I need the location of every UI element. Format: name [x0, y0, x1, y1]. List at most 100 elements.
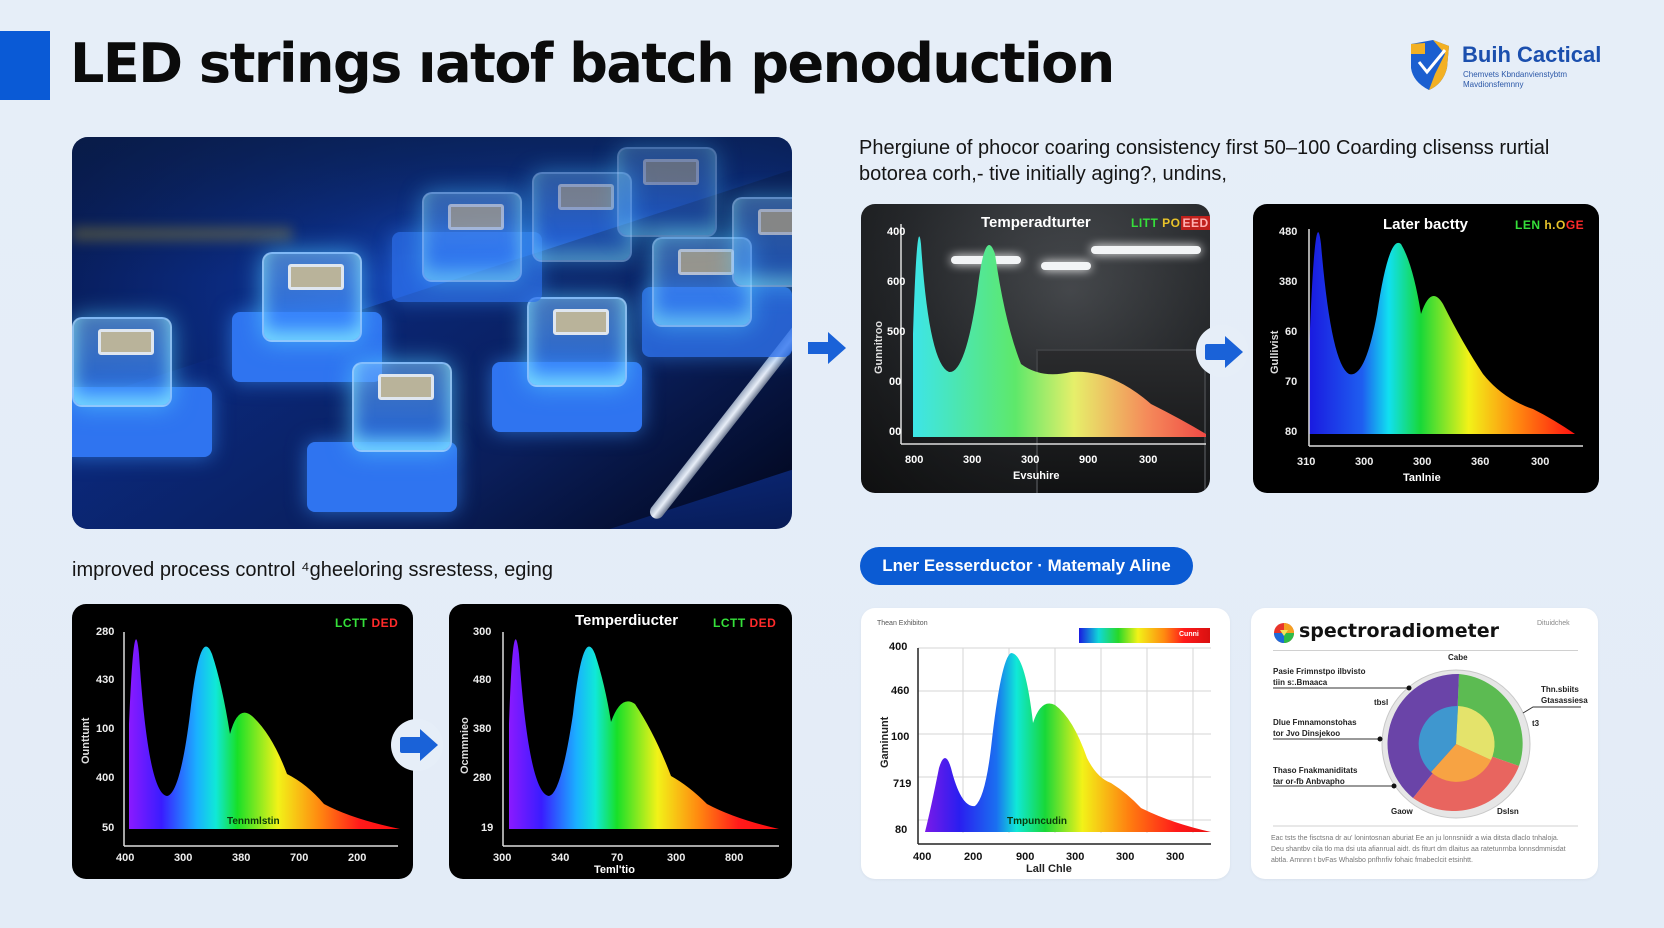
x-tick: 300 [493, 852, 512, 864]
y-tick: 500 [887, 326, 906, 338]
y-tick: 719 [893, 778, 912, 790]
ring-label-bottom-right: Dslsn [1497, 807, 1519, 816]
brand-logo: Buih Cactical Chemvets Kbndanvienstybtm … [1405, 36, 1605, 92]
y-tick: 600 [887, 276, 906, 288]
spectrum-chart-white: Thean Exhibiton Cunni 400 460 100 719 80… [861, 608, 1230, 879]
x-tick: 900 [1079, 454, 1098, 466]
x-tick: 300 [1166, 851, 1185, 863]
brand-name: Buih Cactical [1462, 42, 1602, 67]
y-tick: 280 [473, 772, 492, 784]
corner-label: Dituidchek [1537, 620, 1570, 627]
y-tick: 480 [1279, 226, 1298, 238]
y-tick: 380 [1279, 276, 1298, 288]
ring-marker-left: tbsl [1374, 698, 1389, 707]
spectrum-panel-2: Temperdiucter LCTT DED 300 480 380 280 1… [449, 604, 792, 879]
brand-tagline-line2: Mavdionsfemnny [1463, 80, 1524, 89]
led-indicator-tag: LITT PO EED [1131, 216, 1210, 230]
y-tick: 00 [889, 426, 902, 438]
spectrum-panel-1: LCTT DED 280 430 100 400 50 400 300 380 … [72, 604, 413, 879]
spectrum-panel-temperature: Temperadturter LITT PO EED 400 600 500 00… [861, 204, 1210, 493]
led-chip-photo [72, 137, 792, 529]
x-tick: 340 [551, 852, 570, 864]
y-tick: 60 [1285, 326, 1298, 338]
x-tick: 300 [667, 852, 686, 864]
y-tick: 70 [1285, 376, 1298, 388]
brand-tagline: Chemvets Kbndanvienstybtm Mavdionsfemnny [1463, 70, 1567, 90]
y-axis-label: Gaminunt [879, 716, 891, 768]
x-tick: 300 [1413, 456, 1432, 468]
panel-title: Temperadturter [981, 214, 1091, 231]
x-tick: 300 [1116, 851, 1135, 863]
x-tick: 700 [290, 852, 309, 864]
arrow-right-icon [808, 332, 846, 364]
y-tick: 80 [1285, 426, 1298, 438]
arrow-right-icon [400, 729, 438, 761]
x-tick: 380 [232, 852, 251, 864]
x-tick: 300 [963, 454, 982, 466]
caption-process-control: improved process control ⁴gheeloring ssr… [72, 559, 554, 581]
led-indicator-tag: LEN h.OGE [1515, 218, 1585, 232]
x-tick: 300 [1139, 454, 1158, 466]
x-tick: 900 [1016, 851, 1035, 863]
arrow-right-icon [1205, 336, 1243, 368]
y-tick: 100 [96, 723, 115, 735]
card-title: spectroradiometer [1299, 620, 1499, 642]
x-tick: 300 [174, 852, 193, 864]
x-tick: 400 [116, 852, 135, 864]
process-label-pill: Lner Eesserductor · Matemaly Aline [860, 547, 1193, 585]
inner-label: Tmpuncudin [1007, 816, 1067, 827]
spectroradiometer-card: spectroradiometer Dituidchek Pasie Frimn… [1251, 608, 1598, 879]
x-tick: 200 [348, 852, 367, 864]
y-tick: 00 [889, 376, 902, 388]
y-tick: 300 [473, 626, 492, 638]
callout-2: Dlue Fmnamonstohas tor Jvo Dinsjekoo [1273, 718, 1357, 738]
chart-corner-label: Thean Exhibiton [877, 620, 928, 627]
ring-marker-right: t3 [1532, 719, 1540, 728]
x-tick: 800 [725, 852, 744, 864]
x-axis-label: Tanlnie [1403, 472, 1441, 484]
x-tick: 300 [1066, 851, 1085, 863]
caption-phosphor-consistency: Phergiune of phocor coaring consistency … [859, 137, 1550, 185]
title-accent-bar [0, 31, 50, 100]
y-tick: 100 [891, 731, 910, 743]
y-tick: 380 [473, 723, 492, 735]
x-tick: 310 [1297, 456, 1316, 468]
x-tick: 300 [1021, 454, 1040, 466]
x-tick: 800 [905, 454, 924, 466]
spectrum-panel-later-batch: Later bactty LEN h.OGE 480 380 60 70 80 … [1253, 204, 1599, 493]
y-axis-label: Ocmmnieo [459, 717, 471, 774]
ring-label-top: Cabe [1448, 653, 1468, 662]
y-tick: 50 [102, 822, 115, 834]
ring-label-bottom-left: Gaow [1391, 807, 1413, 816]
panel-title: Temperdiucter [575, 612, 679, 629]
color-wheel-icon [1274, 623, 1294, 643]
y-axis-label: Gullivist [1269, 330, 1281, 374]
y-tick: 430 [96, 674, 115, 686]
y-tick: 400 [889, 641, 908, 653]
x-tick: 200 [964, 851, 983, 863]
y-axis-label: Ounttunt [80, 717, 92, 764]
card-footer-text: Eac tsts the fisctsna dr au' lonintosnan… [1271, 835, 1566, 864]
x-tick: 70 [611, 852, 624, 864]
y-axis-label: Gunnitroo [873, 320, 885, 374]
shield-check-icon [1411, 40, 1449, 90]
panel-title: Later bactty [1383, 216, 1469, 233]
inner-label: Tennmlstin [227, 816, 280, 827]
y-tick: 460 [891, 685, 910, 697]
x-tick: 300 [1531, 456, 1550, 468]
led-indicator-tag: LCTT DED [335, 616, 399, 630]
x-axis-label: Evsuhire [1013, 470, 1060, 482]
callout-1: Pasie Frimnstpo ilbvisto tiin s:.Bmaaca [1273, 667, 1366, 687]
callout-4: Thn.sbiits Gtasassiesa [1541, 685, 1588, 705]
colorbar-label: Cunni [1179, 631, 1199, 638]
y-tick: 80 [895, 824, 908, 836]
x-tick: 360 [1471, 456, 1490, 468]
x-axis-label: Lall Chle [1026, 863, 1072, 875]
y-tick: 480 [473, 674, 492, 686]
x-tick: 400 [913, 851, 932, 863]
y-tick: 19 [481, 822, 494, 834]
led-indicator-tag: LCTT DED [713, 616, 777, 630]
page-title: LED strings ıatof batch penoduction [70, 32, 1115, 95]
y-tick: 400 [96, 772, 115, 784]
y-tick: 280 [96, 626, 115, 638]
